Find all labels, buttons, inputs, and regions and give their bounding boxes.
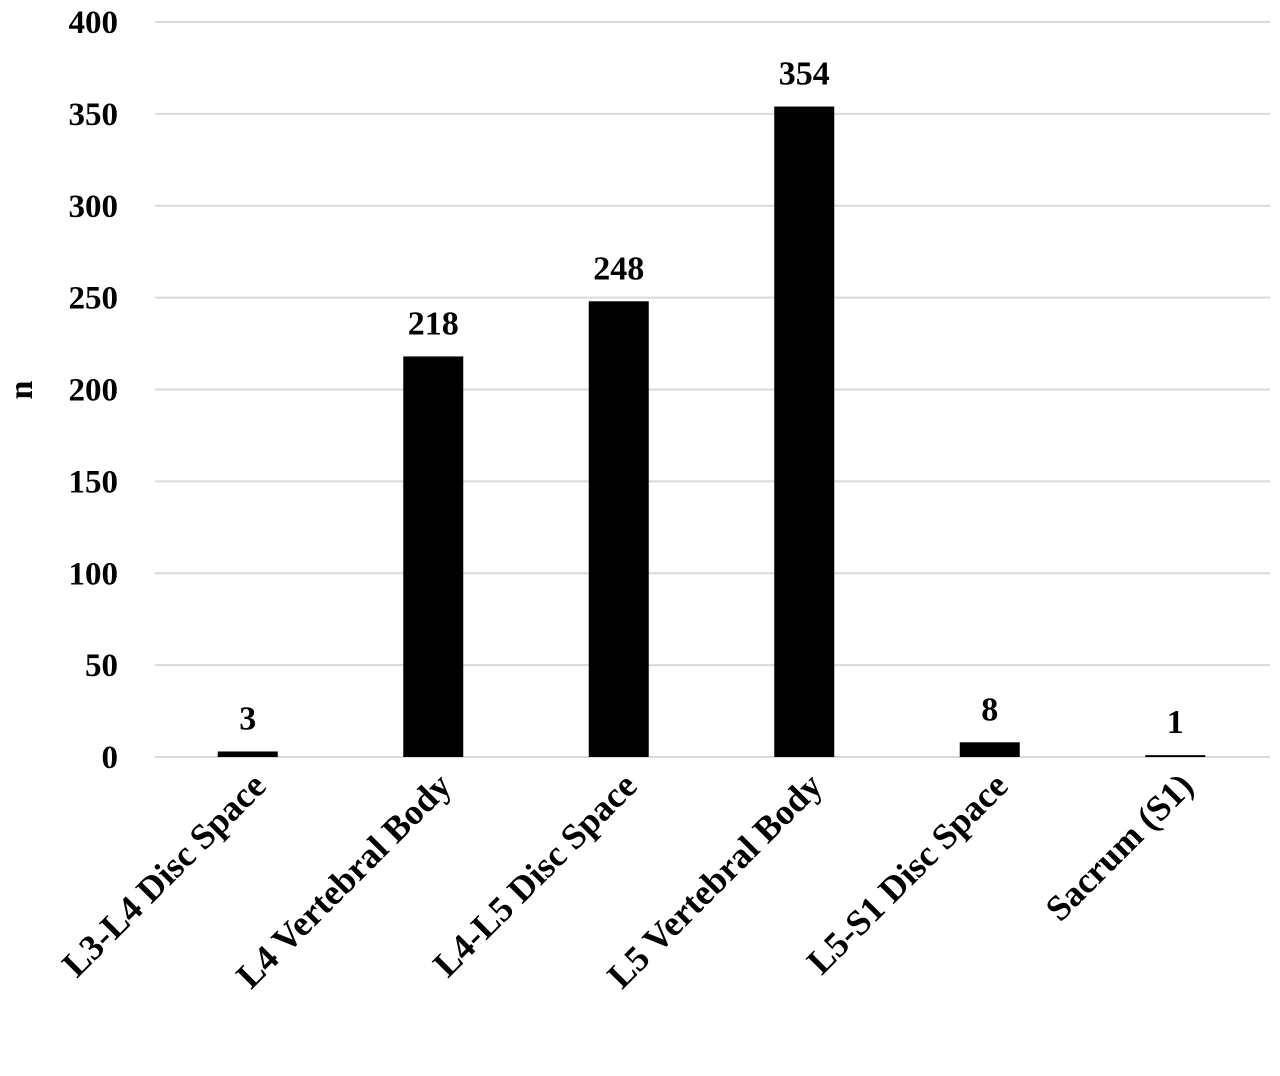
- x-category-label: L4-L5 Disc Space: [425, 765, 644, 984]
- data-label: 218: [408, 305, 459, 342]
- y-tick-label: 150: [69, 464, 119, 500]
- data-labels: 3 218 248 354 8 1: [239, 56, 1184, 742]
- bars: [217, 106, 1206, 757]
- bar: [774, 106, 835, 757]
- y-tick-label: 300: [69, 189, 119, 225]
- bar: [959, 742, 1020, 757]
- bar: [588, 301, 649, 757]
- data-label: 248: [593, 250, 644, 287]
- bar: [403, 356, 464, 757]
- y-tick-label: 400: [69, 5, 119, 41]
- gridlines: [155, 21, 1270, 758]
- x-category-label: L5-S1 Disc Space: [799, 765, 1015, 981]
- data-label: 354: [779, 56, 830, 93]
- bar: [217, 751, 278, 757]
- bar: [1145, 755, 1206, 757]
- y-tick-label: 200: [69, 373, 119, 409]
- y-tick-label: 0: [102, 740, 119, 776]
- y-tick-label: 250: [69, 281, 119, 317]
- y-tick-label: 100: [69, 556, 119, 592]
- data-label: 1: [1167, 704, 1184, 741]
- data-label: 8: [981, 691, 998, 728]
- x-category-label: Sacrum (S1): [1038, 765, 1201, 928]
- x-category-label: L3-L4 Disc Space: [54, 765, 273, 984]
- data-label: 3: [239, 700, 256, 737]
- y-axis-title: n: [3, 380, 40, 399]
- y-axis-ticks: 0 50 100 150 200 250 300 350 400: [69, 5, 119, 776]
- y-tick-label: 50: [85, 648, 118, 684]
- y-tick-label: 350: [69, 97, 119, 133]
